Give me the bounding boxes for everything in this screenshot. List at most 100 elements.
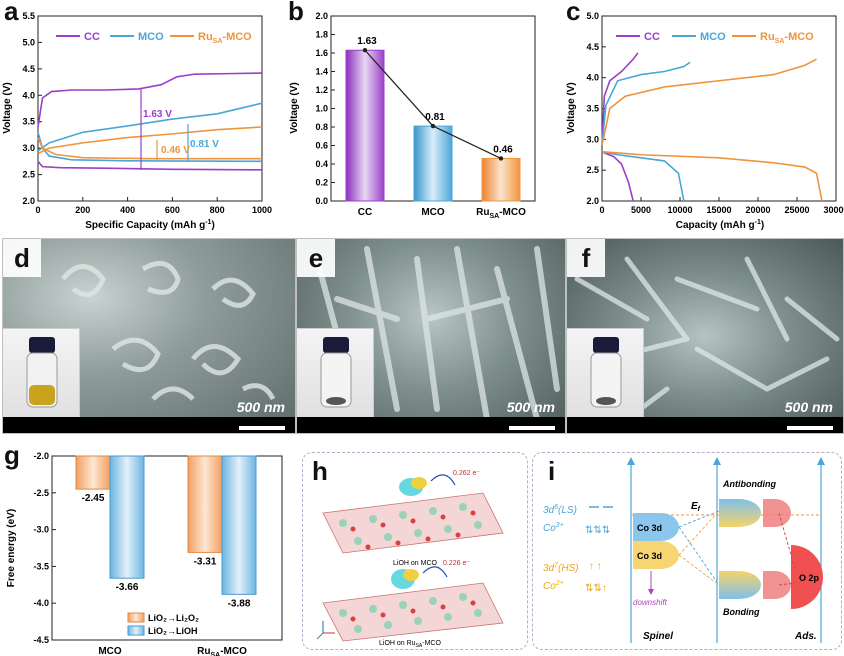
chart-c-ytick: 4.0 <box>586 73 599 83</box>
chart-g-value-label: -3.31 <box>194 556 217 567</box>
ylabel-b: Voltage (V) <box>289 82 300 133</box>
chart-b-category-label: CC <box>358 207 372 218</box>
chart-c-series-cc-discharge <box>601 150 634 202</box>
structure-panel-h: 0.262 e⁻ LiOH on MCO 0.226 e⁻ LiOH on Ru… <box>302 452 528 650</box>
chart-c-xtick: 30000 <box>823 205 844 215</box>
chart-b-ytick: 1.6 <box>315 48 328 58</box>
orbital-svg: Co 3d Co 3d Antibonding Bonding Ef O 2p … <box>543 457 825 643</box>
legend-c-mco: MCO <box>700 31 726 43</box>
chart-g-ytick: -4.0 <box>33 598 49 608</box>
chart-b-value-label: 0.46 <box>493 144 513 155</box>
chart-g-bar <box>187 455 223 553</box>
o2p-label: O 2p <box>799 573 820 583</box>
chart-a-ytick: 3.5 <box>22 117 35 127</box>
sem-image-d: d 500 nm <box>2 238 296 434</box>
orbital-diagram-i: Co 3d Co 3d Antibonding Bonding Ef O 2p … <box>532 452 842 650</box>
vial-icon <box>26 337 58 408</box>
co3-label: Co3+ <box>543 522 564 534</box>
chart-b-ytick: 0.6 <box>315 141 328 151</box>
chart-a-ytick: 2.5 <box>22 170 35 180</box>
chart-b-trend-point <box>498 156 504 161</box>
chart-c-xtick: 20000 <box>745 205 770 215</box>
co3d-lower: Co 3d <box>637 551 662 561</box>
chart-g-value-label: -2.45 <box>82 493 105 504</box>
antibonding-label: Antibonding <box>722 479 776 489</box>
co2-label: Co2+ <box>543 580 564 592</box>
chart-b-value-label: 0.81 <box>425 112 445 123</box>
chart-c-ytick: 2.0 <box>586 196 599 206</box>
ads-label: Ads. <box>794 631 817 642</box>
chart-c-ytick: 3.5 <box>586 104 599 114</box>
sem-label-f: f <box>567 239 605 277</box>
vial-inset-e <box>297 328 374 417</box>
scale-label-f: 500 nm <box>784 399 833 415</box>
chart-g-ytick: -2.0 <box>33 451 49 461</box>
caption-h-ru: LiOH on RuSA-MCO <box>379 640 441 649</box>
legend-a-ru: RuSA-MCO <box>198 31 252 45</box>
eg-spin-icon: ↑ ↑ <box>589 561 602 572</box>
vial-inset-d <box>3 328 80 417</box>
legend-g-lioh: LiO₂→LiOH <box>148 626 198 636</box>
charge-ru-mco: 0.226 e⁻ <box>443 560 470 567</box>
chart-a-ytick: 5.5 <box>22 11 35 21</box>
chart-g-ytick: -3.5 <box>33 561 49 571</box>
co2-spin-icon: ⇅⇅↑ <box>585 583 607 594</box>
chart-a-series-ru-charge <box>37 126 263 155</box>
vial-inset-f <box>567 328 644 417</box>
chart-b-ytick: 1.0 <box>315 104 328 114</box>
chart-a-series-cc-discharge <box>37 160 263 171</box>
chart-c-ytick: 5.0 <box>586 11 599 21</box>
chart-a-xtick: 1000 <box>252 205 272 215</box>
chart-b-category-label: RuSA-MCO <box>476 207 526 220</box>
chart-c-xtick: 10000 <box>667 205 692 215</box>
chart-b-bar <box>413 125 453 202</box>
ls-config: 3d6(LS) <box>543 504 577 516</box>
chart-g-ytick: -4.5 <box>33 635 49 645</box>
co3d-upper: Co 3d <box>637 523 662 533</box>
ylabel-a: Voltage (V) <box>2 82 13 133</box>
chart-b-ytick: 0.4 <box>315 159 328 169</box>
downshift-label: downshift <box>633 598 668 607</box>
chart-c-ytick: 3.0 <box>586 134 599 144</box>
chart-c-xtick: 5000 <box>631 205 651 215</box>
charge-mco: 0.262 e⁻ <box>453 470 480 477</box>
panel-label-i: i <box>548 456 556 486</box>
bonding-label: Bonding <box>723 607 760 617</box>
chart-c-series-mco-charge <box>601 61 691 146</box>
spinel-label: Spinel <box>643 631 673 642</box>
chart-a-ytick: 4.0 <box>22 90 35 100</box>
chart-c: 2.0 2.5 3.0 3.5 4.0 4.5 5.0 0 5000 10000 15000 2000… <box>566 11 844 231</box>
chart-g: -2.0 -2.5 -3.0 -3.5 -4.0 -4.5 -2.45 -3.66 MCO -3… <box>6 451 283 656</box>
panel-label-c: c <box>566 0 581 26</box>
chart-g-bar <box>75 455 111 490</box>
scalebar-d <box>239 426 285 430</box>
ylabel-g: Free energy (eV) <box>6 509 17 587</box>
chart-g-ytick: -2.5 <box>33 488 49 498</box>
panel-label-g: g <box>4 440 20 470</box>
chart-c-ytick: 4.5 <box>586 42 599 52</box>
xlabel-c: Capacity (mAh g-1) <box>676 219 764 231</box>
chart-g-category-label: RuSA-MCO <box>197 646 247 656</box>
chart-a-ytick: 2.0 <box>22 196 35 206</box>
chart-b-trend-point <box>430 123 436 129</box>
panel-label-a: a <box>4 0 19 26</box>
chart-c-xtick: 0 <box>599 205 604 215</box>
scale-label-d: 500 nm <box>236 399 285 415</box>
chart-b-ytick: 1.2 <box>315 85 328 95</box>
legend-g-li2o2: LiO₂→Li₂O₂ <box>148 613 199 623</box>
chart-b-ytick: 2.0 <box>315 11 328 21</box>
crystal-structures: 0.262 e⁻ LiOH on MCO 0.226 e⁻ LiOH on Ru… <box>316 470 504 649</box>
chart-c-xtick: 15000 <box>706 205 731 215</box>
chart-g-ytick: -3.0 <box>33 525 49 535</box>
chart-a-series-ru-discharge <box>37 137 262 160</box>
legend-c-ru: RuSA-MCO <box>760 31 814 45</box>
chart-c-series-mco-discharge <box>601 150 685 202</box>
scalebar-f <box>787 426 833 430</box>
structure-ru-mco <box>322 566 504 642</box>
anno-0-46: 0.46 V <box>161 145 190 156</box>
chart-b-ytick: 1.4 <box>315 67 328 77</box>
scale-label-e: 500 nm <box>506 399 555 415</box>
chart-a-xtick: 400 <box>120 205 135 215</box>
anno-0-81: 0.81 V <box>190 139 219 150</box>
chart-a-xtick: 600 <box>165 205 180 215</box>
